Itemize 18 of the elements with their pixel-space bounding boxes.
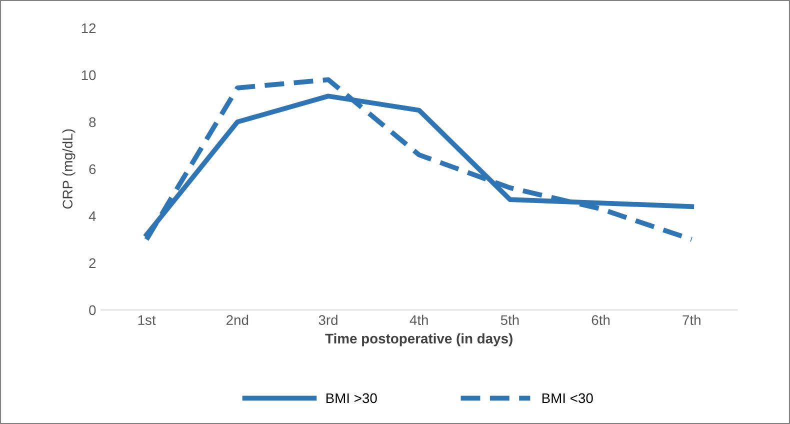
- x-tick-label: 1st: [138, 315, 156, 326]
- y-tick-label: 6: [89, 164, 96, 174]
- y-tick-label: 12: [82, 23, 96, 34]
- y-tick-label: 0: [89, 305, 96, 316]
- x-tick-label: 2nd: [226, 314, 248, 326]
- legend-label: BMI >30: [326, 393, 377, 404]
- y-tick-label: 10: [82, 70, 96, 80]
- y-tick-label: 4: [88, 211, 96, 221]
- x-tick-label: 5th: [500, 314, 519, 326]
- x-tick-label: 6th: [592, 314, 610, 326]
- x-tick-label: 7th: [682, 314, 700, 325]
- x-axis-title: Time postoperative (in days): [325, 333, 512, 346]
- legend-label: BMI <30: [542, 393, 593, 404]
- y-axis-title: CRP (mg/dL): [62, 129, 76, 209]
- y-tick-label: 8: [89, 117, 96, 128]
- x-tick-label: 3rd: [318, 314, 338, 326]
- x-tick-label: 4th: [410, 314, 428, 325]
- y-tick-label: 2: [89, 258, 96, 268]
